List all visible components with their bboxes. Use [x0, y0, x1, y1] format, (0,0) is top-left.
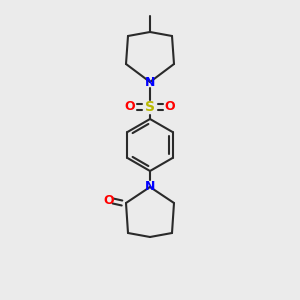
Text: O: O	[104, 194, 114, 208]
Text: O: O	[165, 100, 175, 113]
Text: N: N	[145, 76, 155, 88]
Text: S: S	[145, 100, 155, 114]
Text: O: O	[125, 100, 135, 113]
Text: N: N	[145, 181, 155, 194]
